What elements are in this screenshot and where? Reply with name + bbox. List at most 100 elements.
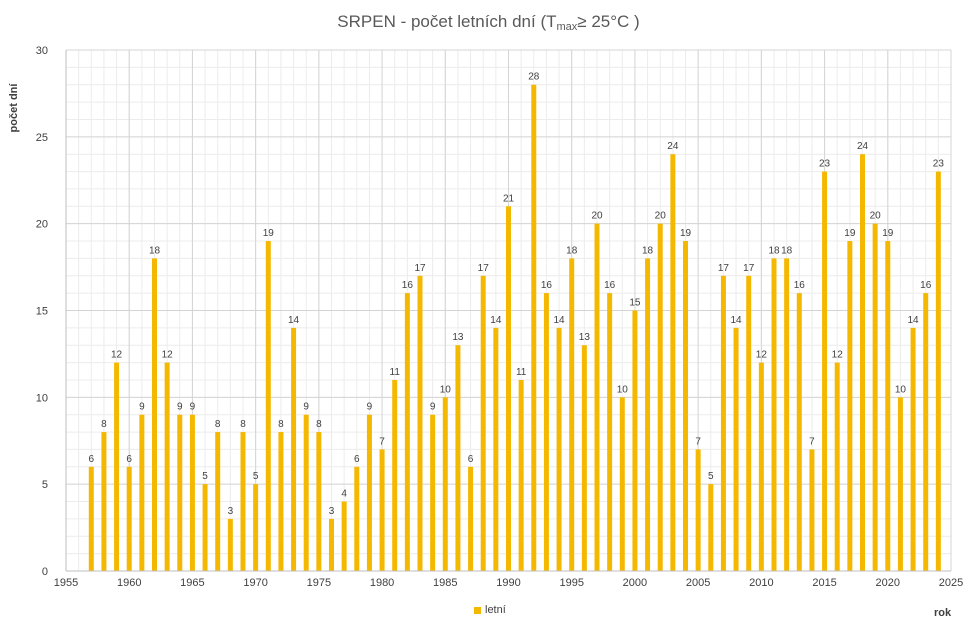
x-tick-label: 2010 — [749, 577, 773, 589]
data-label: 6 — [354, 454, 360, 465]
bar — [708, 484, 714, 571]
data-label: 19 — [882, 228, 894, 239]
bar — [581, 345, 587, 571]
bar — [480, 275, 486, 571]
x-tick-label: 1985 — [433, 577, 457, 589]
bar — [404, 293, 410, 571]
bar — [594, 223, 600, 571]
data-label: 11 — [390, 367, 401, 378]
bar — [316, 432, 322, 571]
data-label: 16 — [541, 280, 553, 291]
bar — [619, 397, 625, 571]
bar — [632, 310, 638, 571]
bar — [518, 379, 524, 571]
y-tick-label: 20 — [36, 219, 48, 231]
bar — [834, 362, 840, 571]
y-tick-label: 0 — [42, 566, 48, 578]
bar — [354, 466, 360, 571]
bar — [215, 432, 221, 571]
bar — [784, 258, 790, 571]
bar — [329, 518, 334, 571]
data-label: 16 — [604, 280, 616, 291]
data-label: 20 — [591, 211, 603, 222]
legend: letní — [474, 604, 506, 616]
y-tick-label: 10 — [36, 392, 48, 404]
data-label: 9 — [177, 402, 183, 413]
legend-label: letní — [485, 604, 506, 616]
data-label: 19 — [263, 228, 275, 239]
y-tick-label: 5 — [42, 479, 48, 491]
bar — [860, 154, 865, 571]
bar — [291, 327, 297, 571]
bar — [126, 466, 132, 571]
chart-title-subscript: max — [556, 21, 578, 33]
data-label: 18 — [642, 245, 654, 256]
bar — [910, 327, 916, 571]
x-tick-label: 2020 — [876, 577, 900, 589]
data-label: 9 — [139, 402, 145, 413]
x-tick-label: 1990 — [496, 577, 520, 589]
data-label: 20 — [870, 211, 882, 222]
data-label: 7 — [695, 436, 701, 447]
data-label: 9 — [190, 402, 196, 413]
data-label: 9 — [367, 402, 373, 413]
bar — [240, 432, 246, 571]
bar — [177, 414, 183, 571]
data-label: 18 — [781, 245, 793, 256]
x-tick-label: 1965 — [180, 577, 204, 589]
data-label: 8 — [101, 419, 107, 430]
bar — [417, 275, 423, 571]
data-label: 8 — [240, 419, 246, 430]
y-tick-label: 15 — [36, 306, 48, 318]
data-label: 23 — [819, 159, 831, 170]
data-label: 3 — [228, 506, 234, 517]
data-label: 6 — [468, 454, 474, 465]
data-label: 14 — [908, 315, 920, 326]
data-label: 9 — [430, 402, 436, 413]
bar — [278, 432, 284, 571]
data-label: 17 — [718, 263, 730, 274]
bar — [543, 293, 549, 571]
data-label: 16 — [402, 280, 414, 291]
bar — [88, 466, 94, 571]
data-label: 7 — [809, 436, 815, 447]
bar — [468, 466, 474, 571]
data-label: 7 — [379, 436, 385, 447]
bar — [114, 362, 120, 571]
bar — [531, 84, 537, 571]
bar — [847, 241, 853, 572]
data-label: 9 — [303, 402, 309, 413]
bar — [152, 258, 157, 571]
bar — [101, 432, 107, 571]
bar — [822, 171, 828, 572]
data-label: 10 — [440, 384, 452, 395]
bar — [569, 258, 575, 571]
bar — [923, 293, 929, 571]
bar — [809, 449, 815, 571]
bar — [366, 414, 372, 571]
data-label: 15 — [629, 298, 641, 309]
axes — [65, 50, 951, 572]
x-tick-label: 1995 — [559, 577, 583, 589]
data-label: 24 — [857, 141, 869, 152]
data-label: 6 — [126, 454, 132, 465]
bar — [670, 154, 676, 571]
data-label: 12 — [111, 350, 123, 361]
bar — [227, 518, 233, 571]
data-label: 17 — [478, 263, 490, 274]
data-label: 24 — [667, 141, 679, 152]
bar — [872, 223, 878, 571]
bar — [645, 258, 651, 571]
data-label: 8 — [316, 419, 322, 430]
data-label: 19 — [844, 228, 856, 239]
x-tick-label: 1970 — [243, 577, 267, 589]
data-label: 13 — [452, 332, 464, 343]
bar — [265, 241, 271, 572]
bar — [935, 171, 941, 572]
x-tick-label: 1980 — [370, 577, 394, 589]
bar — [746, 275, 752, 571]
data-label: 5 — [253, 471, 259, 482]
bar — [379, 449, 385, 571]
